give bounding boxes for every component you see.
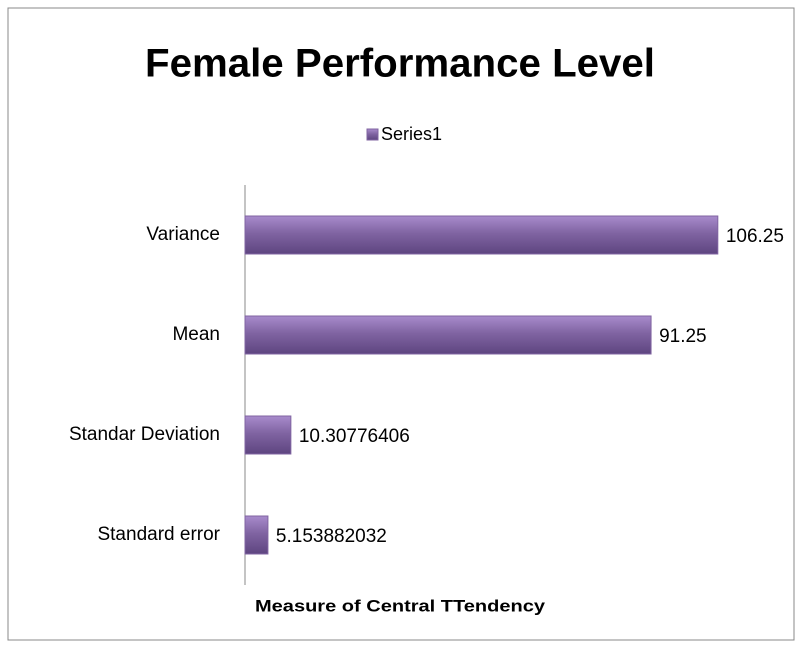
- bar: [244, 515, 269, 555]
- y-tick-label: Standar Deviation: [69, 424, 220, 445]
- y-tick-label: Mean: [172, 324, 220, 345]
- bar: [244, 215, 719, 255]
- y-tick-label: Standard error: [97, 524, 220, 545]
- bar: [244, 315, 652, 355]
- legend-label: Series1: [381, 124, 442, 144]
- bar: [244, 415, 292, 455]
- legend-swatch: [366, 128, 379, 141]
- value-label: 91.25: [659, 326, 707, 347]
- value-label: 5.153882032: [276, 526, 387, 547]
- y-tick-label: Variance: [146, 224, 220, 245]
- value-label: 10.30776406: [299, 426, 410, 447]
- value-label: 106.25: [726, 226, 784, 247]
- chart-title: Female Performance Level: [145, 42, 655, 86]
- x-axis-label: Measure of Central TTendency: [255, 596, 546, 615]
